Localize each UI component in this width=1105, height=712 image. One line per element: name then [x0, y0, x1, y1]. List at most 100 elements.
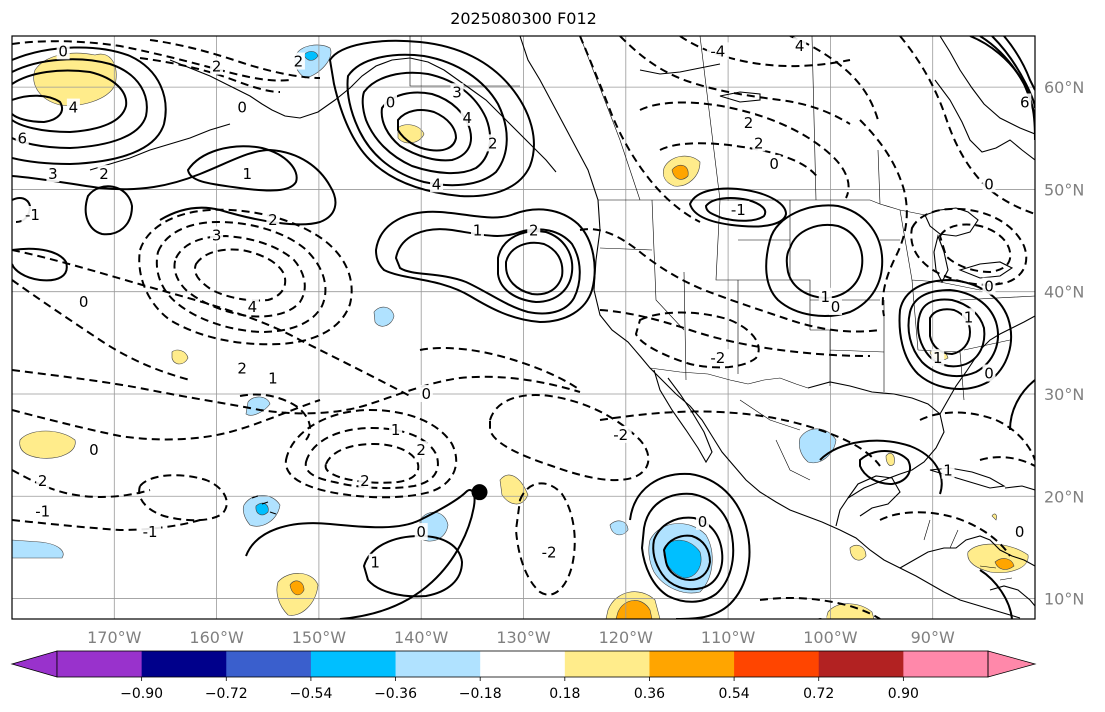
contour-line: [859, 450, 911, 486]
contour-line-dashed: [12, 519, 201, 532]
contour-line-dashed: [579, 36, 701, 223]
contour-label: 2: [529, 221, 539, 239]
contour-line: [785, 224, 864, 300]
contour-label: 2: [744, 114, 754, 132]
contour-label: 2: [237, 359, 247, 377]
contour-line: [361, 71, 492, 175]
contour-label: 2: [38, 472, 48, 490]
contour-label: 4: [432, 175, 442, 193]
colorbar-cell: [57, 651, 143, 677]
colorbar-under-triangle: [10, 650, 58, 678]
contour-label: -2: [613, 426, 628, 444]
contour-line: [346, 53, 508, 187]
contour-line: [245, 488, 476, 619]
contour-label: 1: [370, 554, 380, 572]
contour-label: 4: [795, 37, 805, 55]
contour-label-background: [1013, 523, 1027, 541]
contour-label-background: [742, 113, 756, 131]
shade-orange: [615, 600, 653, 619]
contour-label-background: [235, 359, 249, 377]
contour-label-background: [31, 502, 54, 520]
contour-label: 1: [243, 165, 253, 183]
contour-label-background: [36, 471, 50, 489]
contour-line: [704, 197, 767, 222]
contour-line-dashed: [979, 456, 1035, 467]
contour-label: 0: [386, 93, 396, 111]
contour-label: 0: [769, 155, 779, 173]
contour-label-background: [706, 42, 729, 60]
border-mexico-states: [739, 399, 811, 481]
contour-line: [1003, 36, 1035, 91]
contour-label: -1: [25, 206, 40, 224]
contour-label-background: [450, 83, 464, 101]
contour-line: [662, 534, 712, 582]
contour-label-background: [414, 441, 428, 459]
shade-yellow: [849, 544, 867, 561]
contour-label-background: [793, 37, 807, 55]
contour-label-background: [46, 165, 60, 183]
contour-label-background: [389, 420, 403, 438]
shade-lightblue: [245, 396, 271, 416]
contour-label-background: [266, 211, 280, 229]
contours-negative: [12, 36, 1035, 619]
grid-lines: [12, 36, 1035, 619]
contour-line-dashed: [489, 394, 650, 482]
contour-line: [629, 472, 751, 619]
contour-label: 0: [58, 42, 68, 60]
contour-line-dashed: [155, 220, 327, 334]
longitude-tick-label: 140°W: [394, 628, 449, 647]
contour-label: 4: [462, 109, 472, 127]
contour-label: -1: [143, 523, 158, 541]
contour-label: 0: [984, 365, 994, 383]
contour-label: 2: [294, 53, 304, 71]
colorbar-cell: [141, 651, 227, 677]
colorbar-tick-label: 0.18: [549, 686, 580, 702]
colorbar-tick-label: −0.18: [459, 686, 502, 702]
colorbar-tick-label: 0.54: [719, 686, 750, 702]
contour-line: [652, 516, 724, 591]
contour-line-dashed: [12, 40, 291, 82]
contour-line: [12, 69, 128, 134]
contour-label: 3: [452, 83, 462, 101]
contour-line-dashed: [12, 249, 411, 397]
contour-label: 0: [79, 293, 89, 311]
shade-yellow: [885, 452, 895, 466]
contour-label-background: [210, 226, 224, 244]
longitude-tick-label: 110°W: [701, 628, 756, 647]
contour-line-dashed: [910, 207, 1028, 286]
shade-blue: [663, 539, 702, 579]
contour-line: [640, 492, 735, 603]
coastline-hispaniola: [1004, 485, 1035, 491]
contour-label-background: [56, 42, 70, 60]
contour-line-dashed: [579, 228, 881, 333]
coastline-hawaii: [251, 495, 277, 515]
contour-line-dashed: [938, 223, 1012, 274]
contour-label: 0: [698, 513, 708, 531]
contour-label-background: [486, 134, 500, 152]
contour-line: [497, 230, 574, 304]
colorbar-cell: [564, 651, 650, 677]
shade-yellow: [19, 430, 76, 459]
border-canada-provinces: [579, 36, 881, 205]
contour-label-background: [538, 543, 561, 561]
shade-lightblue: [12, 539, 64, 559]
contour-label-background: [21, 205, 44, 223]
map-frame: [11, 35, 1036, 620]
contour-label-background: [829, 298, 843, 316]
coastline-baja: [653, 369, 713, 464]
colorbar-tick-label: −0.54: [289, 686, 332, 702]
contour-line: [991, 36, 1035, 109]
shade-lightblue: [609, 520, 629, 536]
contour-label: 2: [488, 134, 498, 152]
colorbar-cell: [310, 651, 397, 677]
colorbar-cell: [734, 651, 820, 677]
contour-line: [917, 298, 986, 368]
contour-label-background: [77, 292, 91, 310]
contour-line: [979, 36, 1035, 121]
contour-line: [12, 94, 63, 124]
border-central-america: [923, 519, 1013, 581]
contour-line: [688, 187, 788, 228]
longitude-labels: 170°W 160°W 150°W 140°W 130°W 120°W 110°W 100°W…: [87, 628, 955, 647]
contour-label-background: [813, 615, 827, 619]
contour-line-dashed: [284, 408, 458, 499]
